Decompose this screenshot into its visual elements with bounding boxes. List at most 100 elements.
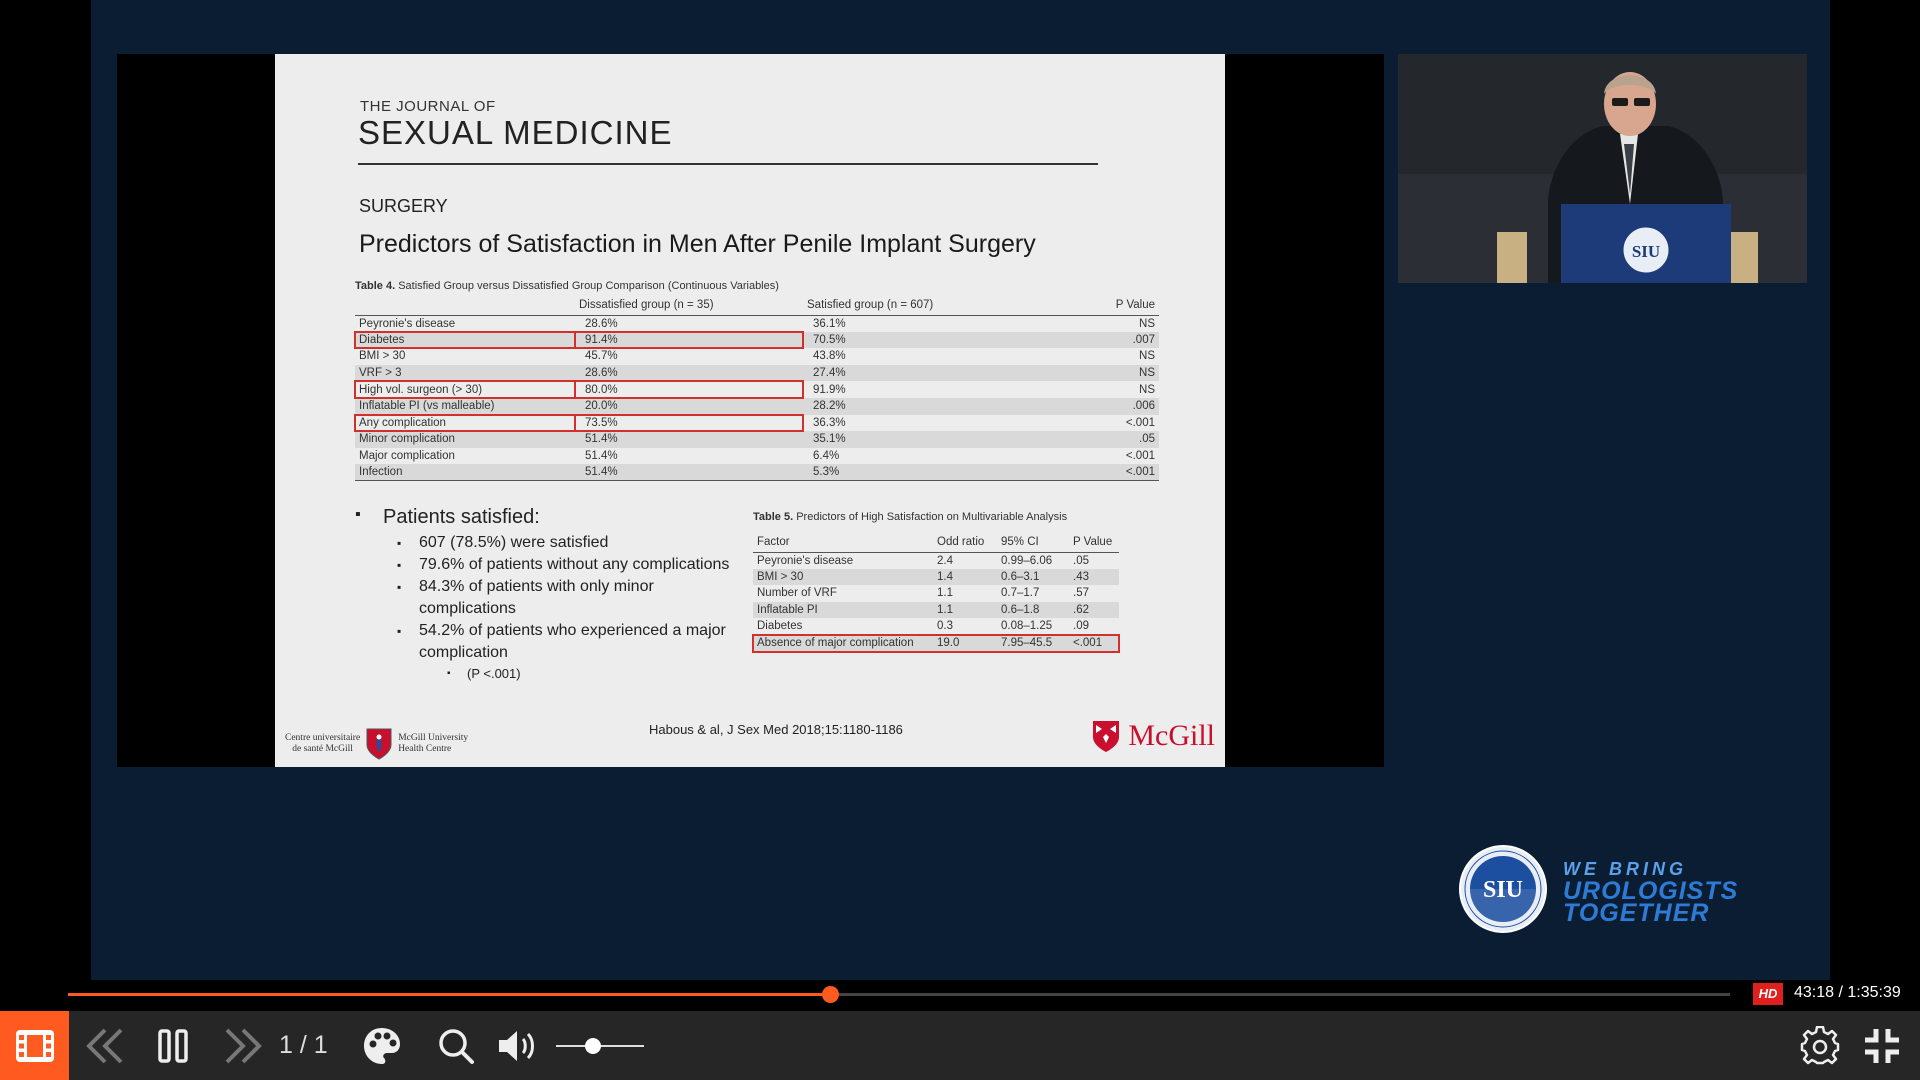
table5-cell: .05	[1073, 554, 1089, 567]
muhc-left-line2: de santé McGill	[292, 744, 353, 754]
table5-cell: 2.4	[937, 554, 953, 567]
table4-cell: 91.9%	[813, 383, 846, 396]
bullet-subitem: (P <.001)	[355, 664, 755, 684]
table4-row: Peyronie's disease 28.6% 36.1% NS	[355, 315, 1159, 332]
table4-row: Diabetes 91.4% 70.5% .007	[354, 330, 1159, 350]
table4-cell: 45.7%	[585, 350, 618, 363]
table4-cell: 28.2%	[803, 397, 1033, 415]
siu-seal-text: SIU	[1483, 877, 1523, 903]
table5-cell: BMI > 30	[753, 568, 933, 586]
bullet-item: 79.6% of patients without any complicati…	[355, 554, 755, 576]
table4-row: High vol. surgeon (> 30) 80.0% 91.9% NS	[354, 380, 1159, 399]
table4-cell: 36.1%	[813, 317, 846, 330]
pause-button[interactable]	[152, 1011, 194, 1080]
table4-header: Dissatisfied group (n = 35)	[575, 295, 803, 316]
table4-body: Peyronie's disease 28.6% 36.1% NS Diabetes 91…	[354, 315, 1159, 482]
table4-row: Major complication 51.4% 6.4% <.001	[355, 448, 1159, 465]
mcgill-wordmark: McGill	[1128, 719, 1215, 752]
table4-row: BMI > 30 45.7% 43.8% NS	[355, 348, 1159, 365]
mcgill-logo: McGill	[1092, 719, 1215, 753]
table4-cell: 51.4%	[575, 464, 803, 482]
table4-cell: 27.4%	[803, 364, 1033, 382]
table5-cell: Absence of major complication	[753, 633, 933, 653]
table5-cell: 0.3	[937, 620, 953, 633]
siu-seal-icon: SIU	[1459, 845, 1547, 933]
table4-cell: Peyronie's disease	[359, 317, 456, 330]
table4-cell: 51.4%	[575, 431, 803, 448]
pause-icon	[158, 1028, 188, 1063]
muhc-left-line1: Centre universitaire	[285, 733, 361, 743]
table4-caption-text: Satisfied Group versus Dissatisfied Grou…	[398, 280, 779, 292]
volume-slider[interactable]	[556, 1038, 644, 1054]
table4-cell: .007	[1033, 331, 1159, 349]
table4-row: Inflatable PI (vs malleable) 20.0% 28.2% .0…	[355, 397, 1159, 415]
table5-cell: 0.7–1.7	[1001, 587, 1040, 600]
table5-cell: .62	[1069, 601, 1119, 619]
table4-cell: 43.8%	[813, 350, 846, 363]
speaker-video-image: SIU	[1398, 54, 1807, 283]
table4-cell: Minor complication	[355, 431, 575, 448]
table5-header: Factor	[753, 532, 933, 553]
settings-button[interactable]	[1796, 1011, 1844, 1080]
table5: Factor Odd ratio 95% CI P Value Peyronie…	[752, 532, 1120, 653]
table5-row: Diabetes 0.3 0.08–1.25 .09	[753, 618, 1119, 635]
bullet-list: Patients satisfied: 607 (78.5%) were sat…	[355, 506, 755, 684]
hd-badge[interactable]: HD	[1753, 983, 1783, 1005]
time-display: 43:18 / 1:35:39	[1794, 984, 1901, 1001]
table5-caption-text: Predictors of High Satisfaction on Multi…	[796, 511, 1068, 523]
table4-cell: NS	[1033, 364, 1159, 382]
table5-cell: 19.0	[933, 633, 997, 653]
volume-button[interactable]	[494, 1011, 542, 1080]
table4-header: P Value	[1033, 295, 1159, 316]
player-controls: 1 / 1	[0, 1011, 1920, 1080]
journal-name-small: THE JOURNAL OF	[360, 98, 496, 115]
palette-icon	[364, 1027, 400, 1064]
theme-button[interactable]	[358, 1011, 406, 1080]
table5-caption-number: Table 5.	[753, 511, 794, 523]
table5-cell: 1.1	[937, 587, 953, 600]
table5-caption: Table 5. Predictors of High Satisfaction…	[753, 511, 1067, 523]
volume-handle[interactable]	[584, 1038, 601, 1054]
table4-cell: 35.1%	[803, 431, 1033, 448]
table5-cell: 0.99–6.06	[1001, 554, 1053, 567]
next-button[interactable]	[218, 1011, 268, 1080]
presentation-slide: THE JOURNAL OF SEXUAL MEDICINE SURGERY P…	[275, 54, 1225, 767]
table4-row: VRF > 3 28.6% 27.4% NS	[355, 364, 1159, 382]
journal-name: SEXUAL MEDICINE	[358, 114, 673, 151]
table5-cell: .57	[1073, 587, 1089, 600]
table5-header: 95% CI	[997, 532, 1069, 553]
table5-header: Odd ratio	[933, 532, 997, 553]
table4-cell: .006	[1033, 397, 1159, 415]
table5-body: Peyronie's disease 2.4 0.99–6.06.05 BMI > 3…	[752, 552, 1120, 653]
table4-cell: Inflatable PI (vs malleable)	[355, 397, 575, 415]
table4-cell: Any complication	[354, 413, 576, 433]
progress-handle[interactable]	[822, 986, 840, 1003]
table4-cell: 91.4%	[574, 330, 804, 350]
tagline-line3: TOGETHER	[1563, 899, 1710, 927]
previous-button[interactable]	[80, 1011, 130, 1080]
speaker-camera: SIU	[1398, 54, 1807, 283]
table4-row: Any complication 73.5% 36.3% <.001	[354, 413, 1159, 433]
bullet-item: 54.2% of patients who experienced a majo…	[355, 620, 755, 664]
tagline-line1: WE BRING	[1563, 859, 1687, 879]
table4-cell: <.001	[1125, 450, 1155, 463]
table4-cell: 20.0%	[575, 397, 803, 415]
table4-cell: 6.4%	[813, 450, 840, 463]
muhc-shield-icon	[366, 728, 392, 760]
page-indicator: 1 / 1	[279, 1031, 328, 1059]
exit-fullscreen-button[interactable]	[1858, 1011, 1906, 1080]
table4-cell: 5.3%	[803, 464, 1033, 482]
table5-cell: <.001	[1069, 633, 1119, 653]
progress-track[interactable]	[68, 986, 1730, 1003]
table5-row: Absence of major complication 19.0 7.95–45…	[752, 633, 1120, 653]
zoom-button[interactable]	[434, 1011, 478, 1080]
slides-button[interactable]	[0, 1011, 69, 1080]
table4-cell: NS	[1139, 383, 1155, 396]
table5-cell: 1.4	[933, 568, 997, 586]
table5-cell: Diabetes	[757, 620, 803, 633]
table4-cell: .05	[1033, 431, 1159, 448]
table4-cell: <.001	[1125, 416, 1155, 429]
table4-cell: 28.6%	[585, 317, 618, 330]
table5-row: BMI > 30 1.4 0.6–3.1.43	[753, 568, 1119, 586]
table4-header: Satisfied group (n = 607)	[803, 295, 1033, 316]
